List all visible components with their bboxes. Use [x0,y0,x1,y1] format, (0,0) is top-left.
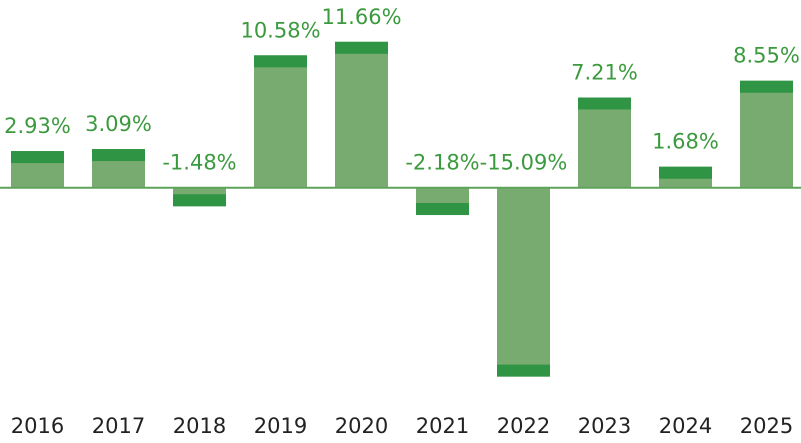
value-label: 7.21% [571,61,638,85]
x-tick-label: 2024 [659,414,712,438]
bar [578,97,631,188]
bar-cap [497,364,550,377]
bar-cap [416,203,469,216]
bar-cap [92,149,145,162]
bar-cap [11,151,64,164]
bar [254,55,307,188]
x-tick-label: 2020 [335,414,388,438]
value-label: 11.66% [321,5,401,29]
bar-cap [254,55,307,68]
x-tick-label: 2025 [740,414,793,438]
bar-cap [173,194,226,207]
value-label: 8.55% [733,44,800,68]
x-tick-label: 2019 [254,414,307,438]
value-label: -15.09% [480,151,568,175]
value-label: 10.58% [240,18,320,42]
value-label: -1.48% [162,151,236,175]
bar-cap [740,80,793,93]
x-tick-label: 2022 [497,414,550,438]
bar-cap [659,166,712,179]
x-tick-label: 2023 [578,414,631,438]
value-label: -2.18% [405,151,479,175]
x-tick-label: 2017 [92,414,145,438]
bar [497,187,550,377]
x-tick-label: 2018 [173,414,226,438]
bar-cap [578,97,631,110]
bar [740,80,793,188]
value-label: 2.93% [4,114,71,138]
value-label: 1.68% [652,130,719,154]
bar [335,41,388,188]
x-tick-label: 2016 [11,414,64,438]
x-tick-label: 2021 [416,414,469,438]
bar-cap [335,41,388,54]
value-label: 3.09% [85,112,152,136]
